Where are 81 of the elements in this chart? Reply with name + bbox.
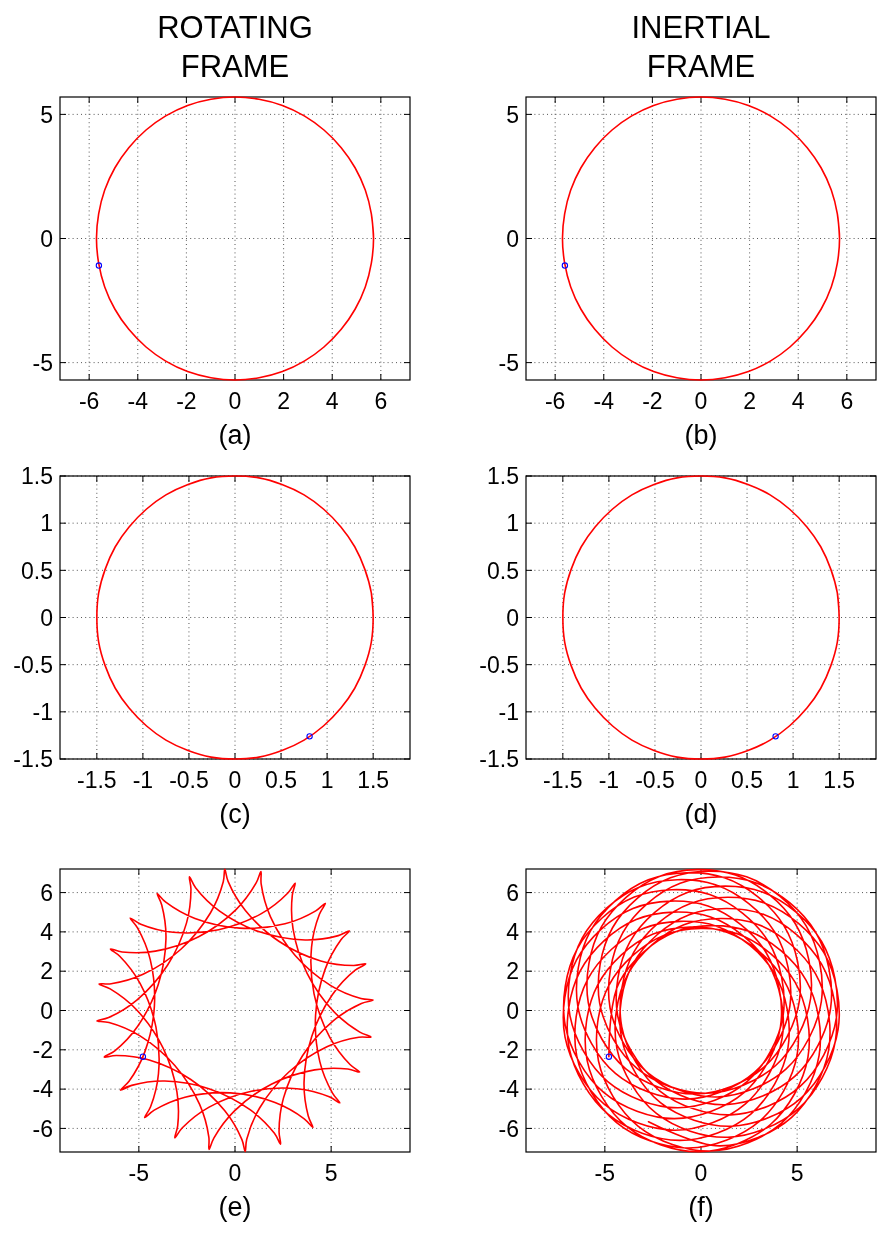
y-tick-label: -0.5 — [13, 651, 53, 678]
x-tick-label: 0 — [694, 767, 708, 793]
x-tick-label: -0.5 — [635, 767, 675, 793]
y-tick-label: 0 — [506, 604, 519, 631]
x-axis-title: (a) — [218, 420, 252, 450]
y-tick-label: 5 — [40, 101, 53, 128]
line-series — [96, 868, 374, 1153]
x-tick-label: 1.5 — [357, 767, 390, 793]
x-tick-label: 0 — [228, 1160, 242, 1186]
y-tick-label: -1 — [498, 699, 519, 726]
y-tick-label: 6 — [506, 879, 519, 906]
x-tick-label: 4 — [791, 388, 805, 414]
x-tick-label: -2 — [642, 388, 663, 414]
y-tick-label: -6 — [498, 1115, 519, 1142]
line-series — [561, 96, 841, 381]
x-tick-label: 0 — [228, 388, 242, 414]
x-tick-label: 2 — [743, 388, 757, 414]
y-tick-label: 0 — [40, 997, 53, 1024]
y-tick-label: 0.5 — [487, 557, 519, 584]
y-tick-label: 1.5 — [487, 463, 519, 490]
x-tick-label: -6 — [544, 388, 566, 414]
x-tick-label: 1.5 — [823, 767, 856, 793]
y-tick-label: 0 — [506, 997, 519, 1024]
x-tick-label: 6 — [374, 388, 388, 414]
chart-title: INERTIAL FRAME — [631, 10, 771, 84]
x-tick-label: 0 — [228, 767, 242, 793]
x-tick-label: 1 — [320, 767, 334, 793]
y-tick-label: -6 — [32, 1115, 53, 1142]
y-tick-label: 2 — [40, 958, 53, 985]
y-tick-label: 5 — [506, 101, 519, 128]
x-tick-label: 5 — [790, 1160, 804, 1186]
x-tick-label: -1.5 — [77, 767, 117, 793]
x-axis-title: (d) — [684, 799, 718, 829]
y-tick-label: 1 — [40, 510, 53, 537]
y-tick-label: -1.5 — [479, 746, 519, 773]
x-tick-label: 0.5 — [265, 767, 298, 793]
y-tick-label: -5 — [32, 349, 53, 376]
line-series — [96, 475, 374, 760]
x-tick-label: -4 — [593, 388, 615, 414]
x-tick-label: -5 — [128, 1160, 150, 1186]
line-series — [95, 96, 375, 381]
y-tick-label: 2 — [506, 958, 519, 985]
x-axis-title: (f) — [688, 1192, 714, 1222]
y-tick-label: -1.5 — [13, 746, 53, 773]
y-tick-label: 0 — [506, 225, 519, 252]
x-tick-label: -2 — [176, 388, 197, 414]
y-tick-label: -1 — [32, 699, 53, 726]
y-tick-label: 4 — [506, 919, 520, 946]
x-tick-label: 0 — [694, 388, 708, 414]
x-axis-title: (c) — [219, 799, 251, 829]
x-axis-title: (b) — [684, 420, 718, 450]
x-tick-label: 5 — [324, 1160, 338, 1186]
y-tick-label: -4 — [32, 1076, 54, 1103]
y-tick-label: -2 — [32, 1037, 53, 1064]
x-tick-label: 6 — [840, 388, 854, 414]
x-tick-label: 1 — [786, 767, 800, 793]
line-series — [562, 475, 840, 760]
y-tick-label: -0.5 — [479, 651, 519, 678]
x-axis-title: (e) — [218, 1192, 252, 1222]
y-tick-label: 0.5 — [21, 557, 53, 584]
x-tick-label: -4 — [127, 388, 149, 414]
y-tick-label: 1.5 — [21, 463, 53, 490]
x-tick-label: -1 — [598, 767, 620, 793]
y-tick-label: -5 — [498, 349, 519, 376]
x-tick-label: 2 — [277, 388, 291, 414]
x-tick-label: -5 — [594, 1160, 616, 1186]
x-tick-label: -1.5 — [543, 767, 583, 793]
x-tick-label: -1 — [132, 767, 154, 793]
x-tick-label: 0 — [694, 1160, 708, 1186]
y-tick-label: 1 — [506, 510, 519, 537]
y-tick-label: 6 — [40, 879, 53, 906]
chart-title: ROTATING FRAME — [157, 10, 313, 84]
x-tick-label: 4 — [325, 388, 339, 414]
x-tick-label: -6 — [78, 388, 100, 414]
x-tick-label: -0.5 — [169, 767, 209, 793]
y-tick-label: 0 — [40, 604, 53, 631]
x-tick-label: 0.5 — [731, 767, 764, 793]
y-tick-label: -2 — [498, 1037, 519, 1064]
y-tick-label: 0 — [40, 225, 53, 252]
y-tick-label: 4 — [40, 919, 54, 946]
y-tick-label: -4 — [498, 1076, 520, 1103]
